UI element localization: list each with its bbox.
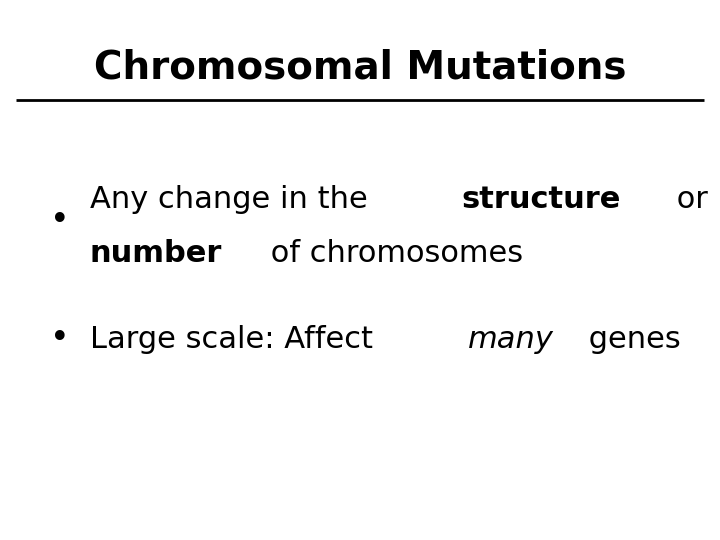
- Text: Large scale: Affect: Large scale: Affect: [90, 325, 383, 354]
- Text: or: or: [667, 185, 708, 214]
- Text: of chromosomes: of chromosomes: [261, 239, 523, 268]
- Text: number: number: [90, 239, 222, 268]
- Text: •: •: [50, 322, 70, 355]
- Text: structure: structure: [461, 185, 621, 214]
- Text: Any change in the: Any change in the: [90, 185, 377, 214]
- Text: •: •: [50, 204, 70, 237]
- Text: many: many: [468, 325, 554, 354]
- Text: Chromosomal Mutations: Chromosomal Mutations: [94, 49, 626, 86]
- Text: genes: genes: [579, 325, 680, 354]
